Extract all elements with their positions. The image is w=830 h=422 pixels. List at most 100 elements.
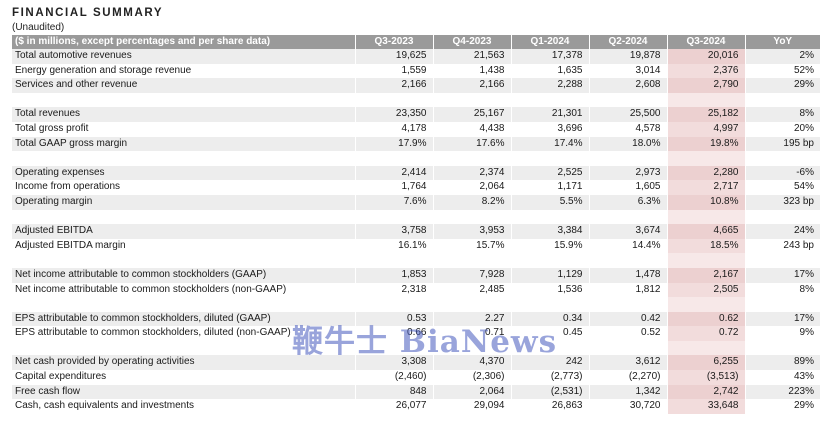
spacer-cell xyxy=(12,340,355,356)
value-cell-q1-2024: 242 xyxy=(510,355,589,371)
table-row: Adjusted EBITDA margin 16.1% 15.7% 15.9% 14.… xyxy=(12,238,820,254)
value-cell-q2-2024: 0.42 xyxy=(588,311,667,327)
spacer-cell xyxy=(12,209,355,225)
value-cell-yoy: 29% xyxy=(744,78,820,93)
value-cell-q4-2023: 29,094 xyxy=(432,399,511,414)
value-cell-yoy: 8% xyxy=(744,282,820,298)
table-row: Net income attributable to common stockh… xyxy=(12,267,820,283)
row-label: Total gross profit xyxy=(15,122,89,134)
column-header-q3-2024: Q3-2024 xyxy=(666,35,745,49)
value-cell-q3-2024: 20,016 xyxy=(666,49,745,64)
value-cell-q2-2024: 2,608 xyxy=(588,78,667,93)
value-cell-q1-2024: 2,288 xyxy=(510,78,589,93)
table-row: Total automotive revenues 19,625 21,563 17,… xyxy=(12,49,820,64)
financial-summary-table: ($ in millions, except percentages and p… xyxy=(12,35,820,414)
row-label: Total automotive revenues xyxy=(12,49,355,64)
value-cell-q4-2023: 2.27 xyxy=(432,311,511,327)
value-cell-q1-2024: 0.45 xyxy=(510,326,589,341)
value-cell-q2-2024: 3,014 xyxy=(588,63,667,79)
spacer-cell xyxy=(744,92,820,108)
value-cell-q4-2023: 2,374 xyxy=(432,165,511,181)
spacer-cell xyxy=(744,253,820,268)
table-row: Adjusted EBITDA 3,758 3,953 3,384 3,674 4,665… xyxy=(12,224,820,239)
value-cell-q1-2024: 3,696 xyxy=(510,121,589,137)
spacer-cell xyxy=(666,253,745,268)
value-cell-q3-2023: 16.1% xyxy=(354,238,433,254)
spacer-cell xyxy=(666,297,745,312)
value-cell-q4-2023: 3,953 xyxy=(432,224,511,239)
table-row: Net cash provided by operating activitie… xyxy=(12,355,820,371)
value-cell-q1-2024: 1,129 xyxy=(510,267,589,283)
value-cell-q2-2024: 25,500 xyxy=(588,107,667,122)
value-cell-yoy: 54% xyxy=(744,180,820,195)
spacer-cell xyxy=(666,151,745,166)
value-cell-q2-2024: 18.0% xyxy=(588,136,667,152)
spacer-cell xyxy=(666,92,745,108)
table-row: Free cash flow 848 2,064 (2,531) 1,342 2,742 2… xyxy=(12,384,820,400)
value-cell-q3-2023: 0.53 xyxy=(354,311,433,327)
value-cell-q3-2023: 1,853 xyxy=(354,267,433,283)
spacer-cell xyxy=(588,151,667,166)
column-header-q2-2024: Q2-2024 xyxy=(588,35,667,49)
row-label: Net income attributable to common stockh… xyxy=(12,267,355,283)
value-cell-yoy: 29% xyxy=(744,399,820,414)
value-cell-yoy: 223% xyxy=(744,384,820,400)
spacer-cell xyxy=(354,151,433,166)
value-cell-q3-2023: 0.66 xyxy=(354,326,433,341)
value-cell-q3-2023: 2,166 xyxy=(354,78,433,93)
spacer-row xyxy=(12,92,820,108)
value-cell-q1-2024: 26,863 xyxy=(510,399,589,414)
spacer-cell xyxy=(12,253,355,268)
spacer-cell xyxy=(510,209,589,225)
spacer-cell xyxy=(744,297,820,312)
value-cell-q3-2024: 2,505 xyxy=(666,282,745,298)
value-cell-q3-2023: 26,077 xyxy=(354,399,433,414)
row-label: Operating expenses xyxy=(12,165,355,181)
value-cell-yoy: 323 bp xyxy=(744,194,820,210)
spacer-cell xyxy=(510,253,589,268)
value-cell-yoy: 24% xyxy=(744,224,820,239)
spacer-cell xyxy=(12,92,355,108)
spacer-row xyxy=(12,209,820,225)
value-cell-q4-2023: 4,438 xyxy=(432,121,511,137)
spacer-row xyxy=(12,253,820,268)
value-cell-q1-2024: 5.5% xyxy=(510,194,589,210)
value-cell-q4-2023: 8.2% xyxy=(432,194,511,210)
spacer-cell xyxy=(432,253,511,268)
value-cell-q3-2024: 2,376 xyxy=(666,63,745,79)
value-cell-q4-2023: 15.7% xyxy=(432,238,511,254)
row-label: Operating margin xyxy=(12,194,355,210)
table-row: Capital expenditures (2,460) (2,306) (2,773… xyxy=(12,370,820,385)
value-cell-yoy: 9% xyxy=(744,326,820,341)
value-cell-q2-2024: 6.3% xyxy=(588,194,667,210)
value-cell-q2-2024: 1,605 xyxy=(588,180,667,195)
spacer-cell xyxy=(510,340,589,356)
value-cell-q1-2024: (2,773) xyxy=(510,370,589,385)
row-label: Total revenues xyxy=(12,107,355,122)
spacer-cell xyxy=(510,297,589,312)
value-cell-q3-2023: 3,308 xyxy=(354,355,433,371)
row-label: Capital expenditures xyxy=(15,371,107,383)
value-cell-yoy: 43% xyxy=(744,370,820,385)
value-cell-q3-2023: 17.9% xyxy=(354,136,433,152)
table-row: Total GAAP gross margin 17.9% 17.6% 17.4% 18… xyxy=(12,136,820,152)
value-cell-q1-2024: 17,378 xyxy=(510,49,589,64)
spacer-cell xyxy=(744,151,820,166)
table-row: EPS attributable to common stockholders,… xyxy=(12,311,820,327)
table-row: Services and other revenue 2,166 2,166 2,28… xyxy=(12,78,820,93)
value-cell-q1-2024: 21,301 xyxy=(510,107,589,122)
spacer-cell xyxy=(354,340,433,356)
spacer-cell xyxy=(12,151,355,166)
value-cell-q3-2024: 0.62 xyxy=(666,311,745,327)
spacer-cell xyxy=(588,297,667,312)
value-cell-q3-2023: (2,460) xyxy=(354,370,433,385)
value-cell-q2-2024: 0.52 xyxy=(588,326,667,341)
spacer-cell xyxy=(744,340,820,356)
value-cell-q3-2024: 2,717 xyxy=(666,180,745,195)
column-header-yoy: YoY xyxy=(744,35,820,49)
value-cell-q1-2024: 3,384 xyxy=(510,224,589,239)
value-cell-q1-2024: 17.4% xyxy=(510,136,589,152)
row-label: Net cash provided by operating activitie… xyxy=(12,355,355,371)
value-cell-q3-2024: 25,182 xyxy=(666,107,745,122)
value-cell-q3-2024: 4,997 xyxy=(666,121,745,137)
